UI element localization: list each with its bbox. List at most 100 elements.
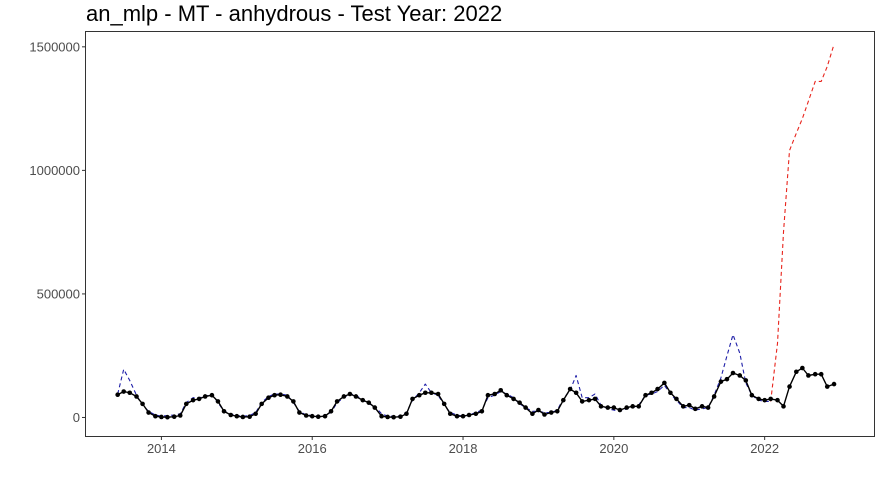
data-point <box>561 397 566 403</box>
data-point <box>140 401 145 407</box>
data-point <box>787 384 792 389</box>
data-point <box>347 391 353 397</box>
data-point <box>121 389 127 394</box>
plot-panel <box>85 31 875 437</box>
data-point <box>705 405 711 410</box>
data-point <box>353 394 359 399</box>
data-point <box>177 413 183 418</box>
data-point <box>234 413 240 419</box>
data-point <box>153 413 158 419</box>
data-point <box>215 399 221 404</box>
data-point <box>730 370 736 376</box>
y-axis: 0 500000 1000000 1500000 <box>29 39 86 425</box>
data-point <box>668 390 673 396</box>
data-point <box>429 390 434 396</box>
data-point <box>416 392 422 398</box>
data-point <box>385 414 390 420</box>
data-point <box>423 390 428 396</box>
data-point <box>743 378 749 383</box>
data-point <box>824 384 830 389</box>
data-point <box>309 413 315 419</box>
data-point <box>781 404 786 409</box>
data-point <box>127 390 133 396</box>
data-point <box>171 414 177 420</box>
data-point <box>360 397 366 403</box>
series-layer <box>115 44 837 420</box>
data-point <box>202 394 208 399</box>
data-point <box>404 411 409 417</box>
data-point <box>692 406 698 412</box>
data-point <box>554 408 560 414</box>
data-point <box>504 392 510 398</box>
data-point <box>460 413 466 419</box>
data-point <box>794 369 799 375</box>
data-point <box>756 396 761 402</box>
data-point <box>586 397 592 403</box>
y-tick-label: 1000000 <box>29 163 80 178</box>
data-point <box>221 408 227 414</box>
data-point <box>366 400 372 405</box>
data-point <box>724 376 730 382</box>
data-point <box>674 396 679 402</box>
y-tick-label: 0 <box>73 410 80 425</box>
data-point <box>134 394 139 399</box>
data-point <box>466 412 472 418</box>
data-point <box>228 412 234 418</box>
data-point <box>699 404 705 409</box>
data-point <box>303 413 309 418</box>
data-point <box>372 405 378 410</box>
data-point <box>567 386 573 392</box>
data-point <box>536 407 541 413</box>
data-point <box>435 391 441 397</box>
data-point <box>517 400 522 405</box>
x-tick-label: 2020 <box>599 441 628 456</box>
data-point <box>285 394 290 399</box>
data-point <box>473 411 479 417</box>
x-tick-label: 2016 <box>298 441 327 456</box>
data-point <box>605 405 611 410</box>
y-tick-label: 1500000 <box>29 39 80 54</box>
data-point <box>649 390 654 396</box>
data-point <box>315 414 321 420</box>
data-point <box>806 373 811 378</box>
data-point <box>334 399 340 404</box>
x-tick-label: 2022 <box>750 441 779 456</box>
data-point <box>762 397 767 403</box>
data-point <box>398 414 403 420</box>
data-point <box>611 405 617 410</box>
data-point <box>115 392 120 398</box>
data-point <box>662 380 667 386</box>
data-point <box>266 395 271 401</box>
data-point <box>492 391 498 397</box>
data-point <box>598 404 604 409</box>
data-point <box>812 371 818 377</box>
data-point <box>190 397 196 403</box>
data-point <box>737 373 743 378</box>
data-point <box>749 392 755 398</box>
x-tick-label: 2014 <box>147 441 176 456</box>
data-point <box>159 414 164 420</box>
data-point <box>542 412 547 417</box>
data-point <box>617 407 623 413</box>
data-point <box>592 396 598 402</box>
data-point <box>379 413 384 419</box>
data-point <box>447 411 453 417</box>
data-point <box>291 399 296 404</box>
data-point <box>240 414 246 420</box>
data-point <box>146 410 151 415</box>
data-point <box>454 413 460 419</box>
y-tick-label: 500000 <box>37 286 80 301</box>
data-point <box>624 405 629 410</box>
chart-title: an_mlp - MT - anhydrous - Test Year: 202… <box>86 1 503 26</box>
data-point <box>498 387 504 393</box>
data-point <box>485 392 491 398</box>
data-point <box>831 381 837 387</box>
data-point <box>209 392 215 398</box>
data-point <box>278 392 283 398</box>
data-point <box>322 413 328 419</box>
data-point <box>391 414 396 420</box>
data-point <box>253 411 258 417</box>
data-point <box>523 405 528 410</box>
data-point <box>775 397 780 403</box>
